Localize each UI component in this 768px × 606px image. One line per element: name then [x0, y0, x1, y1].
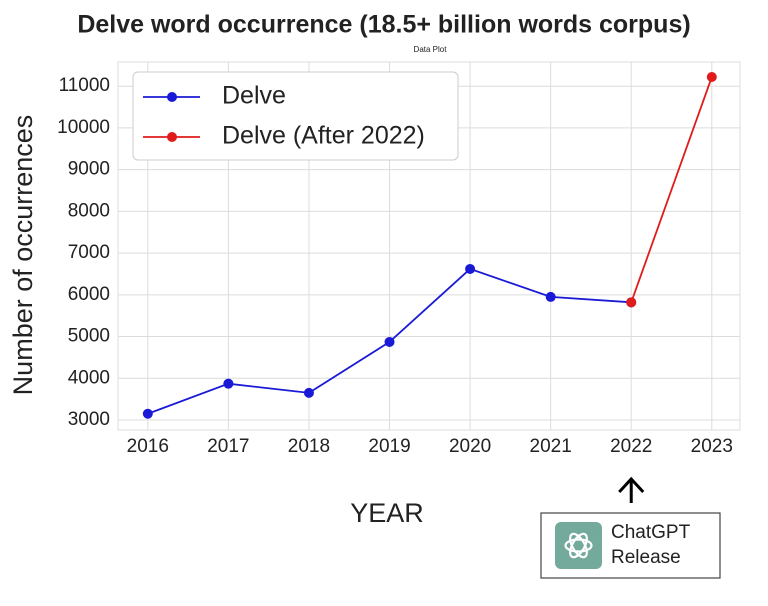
data-point — [384, 336, 395, 347]
annotation-text: ChatGPT — [611, 522, 691, 543]
legend-marker — [167, 132, 177, 142]
annotation-arrowhead — [618, 476, 645, 494]
y-tick-label: 7000 — [68, 242, 110, 263]
annotation-text: Release — [611, 547, 681, 568]
y-tick-label: 10000 — [57, 117, 110, 138]
y-axis-label: Number of occurrences — [8, 115, 38, 396]
x-axis-label: YEAR — [350, 498, 424, 528]
x-tick-label: 2017 — [207, 436, 249, 457]
legend-label: Delve — [222, 82, 286, 110]
y-tick-label: 6000 — [68, 284, 110, 305]
legend-box — [132, 71, 459, 161]
x-tick-label: 2022 — [610, 436, 652, 457]
legend-label: Delve (After 2022) — [222, 122, 425, 150]
data-point — [223, 378, 234, 389]
x-tick-label: 2018 — [288, 436, 330, 457]
y-tick-label: 3000 — [68, 409, 110, 430]
x-tick-label: 2021 — [530, 436, 572, 457]
chart-title: Delve word occurrence (18.5+ billion wor… — [77, 11, 690, 39]
data-point — [465, 263, 476, 274]
chart-subtitle: Data Plot — [414, 45, 448, 54]
y-tick-label: 8000 — [68, 200, 110, 221]
y-tick-label: 11000 — [59, 75, 110, 96]
y-tick-label: 9000 — [68, 159, 110, 180]
x-tick-label: 2019 — [368, 436, 410, 457]
data-point — [545, 291, 556, 302]
y-tick-label: 4000 — [68, 367, 110, 388]
data-point — [142, 408, 153, 419]
x-tick-label: 2023 — [691, 436, 733, 457]
data-point — [303, 387, 314, 398]
logo-knot — [564, 532, 593, 559]
x-tick-label: 2020 — [449, 436, 491, 457]
chatgpt-logo — [555, 522, 602, 569]
y-tick-label: 5000 — [68, 326, 110, 347]
series-line — [630, 76, 713, 303]
x-tick-label: 2016 — [127, 436, 169, 457]
data-point — [706, 72, 717, 83]
legend-marker — [167, 92, 177, 102]
data-point — [626, 297, 637, 308]
